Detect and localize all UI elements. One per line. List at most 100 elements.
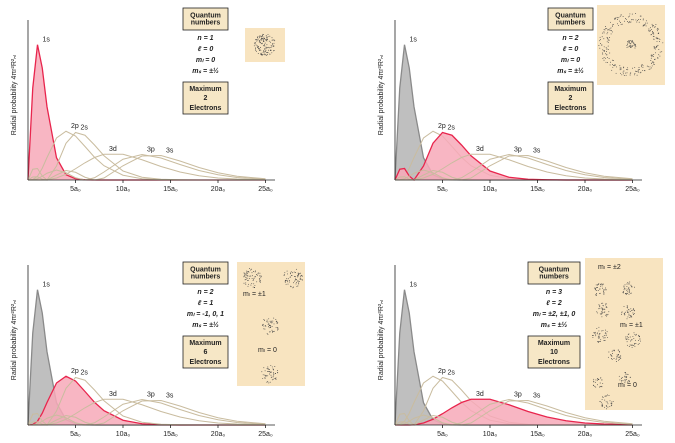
orbital-dot <box>605 53 606 54</box>
orbital-dot <box>628 314 629 315</box>
orbital-dot <box>643 18 644 19</box>
orbital-dot <box>652 62 653 63</box>
orbital-dot <box>629 317 630 318</box>
orbital-dot <box>614 65 615 66</box>
orbital-dot <box>273 46 274 47</box>
orbital-dot <box>611 358 612 359</box>
orbital-dot <box>258 46 259 47</box>
series-label: 3s <box>166 147 174 154</box>
orbital-dot <box>598 338 599 339</box>
orbital-dot <box>597 341 598 342</box>
orbital-dot <box>264 38 265 39</box>
orbital-dot <box>605 333 606 334</box>
orbital-dot <box>598 327 599 328</box>
orbital-dot <box>284 274 285 275</box>
orbital-dot <box>600 401 601 402</box>
orbital-dot <box>264 377 265 378</box>
orbital-dot <box>266 44 267 45</box>
orbital-dot <box>653 62 654 63</box>
orbital-dot <box>625 312 626 313</box>
orbital-dot <box>601 316 602 317</box>
orbital-dot <box>254 285 255 286</box>
series-label: 3d <box>476 146 484 153</box>
orbital-dot <box>276 321 277 322</box>
orbital-dot <box>602 310 603 311</box>
orbital-dot <box>260 42 261 43</box>
orbital-dot <box>627 69 628 70</box>
orbital-dot <box>593 385 594 386</box>
orbital-dot <box>632 336 633 337</box>
orbital-dot <box>253 283 254 284</box>
orbital-dot <box>609 406 610 407</box>
orbital-dot <box>603 291 604 292</box>
orbital-dot <box>631 317 632 318</box>
orbital-dot <box>267 381 268 382</box>
orbital-dot <box>619 65 620 66</box>
orbital-dot <box>249 278 250 279</box>
orbital-dot <box>264 320 265 321</box>
x-tick-label: 25a₀ <box>258 186 273 193</box>
orbital-dot <box>614 358 615 359</box>
orbital-dot <box>617 356 618 357</box>
orbital-dot <box>606 48 607 49</box>
orbital-dot <box>625 374 626 375</box>
orbital-dot <box>604 32 605 33</box>
orbital-dot <box>635 13 636 14</box>
orbital-dot <box>617 17 618 18</box>
orbital-dot <box>606 289 607 290</box>
orbital-dot <box>639 343 640 344</box>
orbital-dot <box>629 16 630 17</box>
orbital-dot <box>599 293 600 294</box>
orbital-dot <box>626 286 627 287</box>
orbital-dot <box>264 45 265 46</box>
orbital-label: mₗ = ±1 <box>243 291 266 298</box>
orbital-dot <box>300 278 301 279</box>
orbital-dot <box>272 326 273 327</box>
orbital-dot <box>597 380 598 381</box>
orbital-dot <box>257 275 258 276</box>
orbital-dot <box>269 36 270 37</box>
orbital-dot <box>247 278 248 279</box>
orbital-dot <box>272 379 273 380</box>
orbital-dot <box>617 19 618 20</box>
max-unit: Electrons <box>190 105 222 112</box>
orbital-dot <box>266 39 267 40</box>
series-label: 2s <box>81 369 89 376</box>
orbital-dot <box>256 281 257 282</box>
orbital-dot <box>611 356 612 357</box>
orbital-dot <box>630 72 631 73</box>
orbital-dot <box>608 49 609 50</box>
orbital-dot <box>618 17 619 18</box>
orbital-dot <box>274 40 275 41</box>
orbital-dot <box>614 350 615 351</box>
orbital-dot <box>650 27 651 28</box>
orbital-dot <box>265 50 266 51</box>
orbital-dot <box>624 21 625 22</box>
orbital-dot <box>602 58 603 59</box>
orbital-dot <box>248 271 249 272</box>
orbital-dot <box>652 32 653 33</box>
orbital-dot <box>635 48 636 49</box>
orbital-dot <box>257 47 258 48</box>
orbital-dot <box>272 332 273 333</box>
orbital-dot <box>270 327 271 328</box>
orbital-dot <box>255 50 256 51</box>
orbital-dot <box>619 357 620 358</box>
quantum-number: mₗ = ±2, ±1, 0 <box>533 311 576 318</box>
orbital-dot <box>635 335 636 336</box>
orbital-dot <box>645 23 646 24</box>
orbital-dot <box>298 273 299 274</box>
orbital-dot <box>627 318 628 319</box>
orbital-dot <box>615 65 616 66</box>
max-unit: Electrons <box>555 105 587 112</box>
orbital-dot <box>630 344 631 345</box>
orbital-dot <box>635 45 636 46</box>
orbital-dot <box>628 309 629 310</box>
orbital-dot <box>608 311 609 312</box>
orbital-dot <box>251 283 252 284</box>
orbital-dot <box>620 16 621 17</box>
orbital-dot <box>301 275 302 276</box>
orbital-dot <box>662 42 663 43</box>
orbital-dot <box>598 330 599 331</box>
orbital-dot <box>270 331 271 332</box>
